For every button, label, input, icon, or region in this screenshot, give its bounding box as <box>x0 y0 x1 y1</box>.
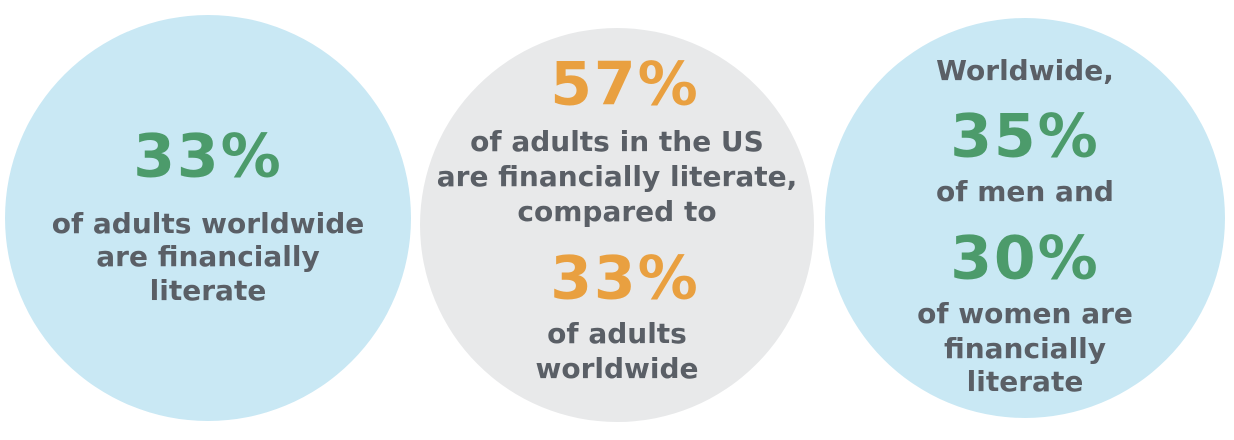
circle <box>825 18 1225 418</box>
caption-line: compared to <box>517 195 716 228</box>
caption-line: are financially <box>96 240 320 273</box>
caption-line: of women are <box>917 297 1133 330</box>
stat: 57% <box>550 50 700 120</box>
caption-line: worldwide <box>535 352 698 385</box>
caption-line: of adults in the US <box>470 125 764 158</box>
circle <box>420 28 814 422</box>
caption-line: literate <box>967 365 1084 398</box>
caption-line: of adults worldwide <box>52 207 364 240</box>
circle <box>5 15 411 421</box>
caption-line: literate <box>150 274 267 307</box>
lead: Worldwide, <box>936 54 1114 87</box>
caption-line: are financially literate, <box>437 160 798 193</box>
caption-line: of men and <box>936 175 1114 208</box>
stat: 33% <box>133 122 283 192</box>
caption-line: of adults <box>547 317 687 350</box>
stat: 30% <box>950 224 1100 294</box>
caption-line: financially <box>944 332 1106 365</box>
stat: 35% <box>950 102 1100 172</box>
stat: 33% <box>550 244 700 314</box>
